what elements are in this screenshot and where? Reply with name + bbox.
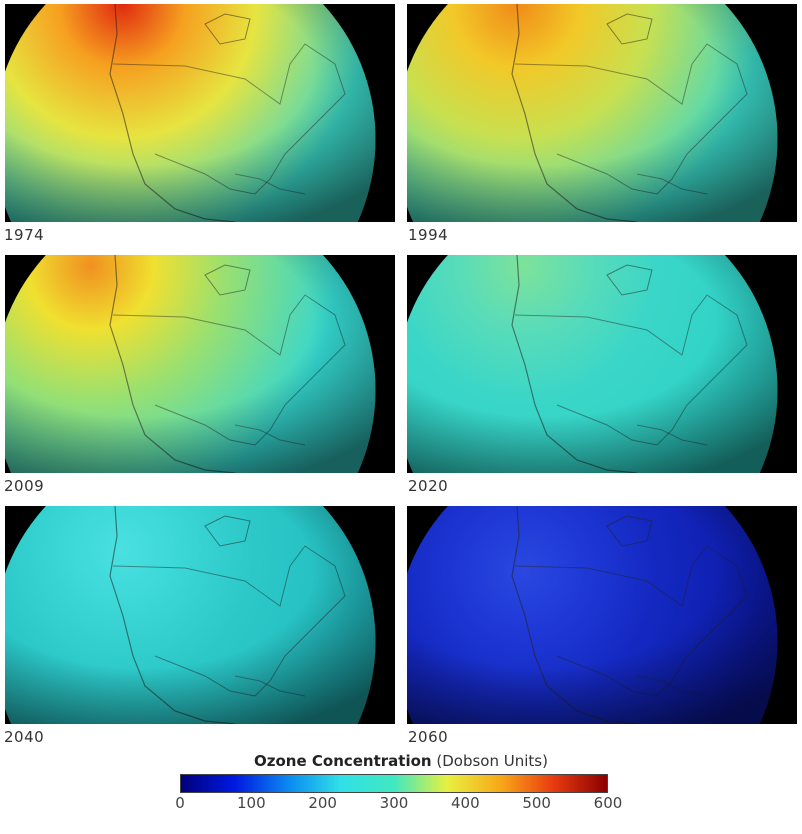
legend-title: Ozone Concentration (Dobson Units) xyxy=(0,752,802,770)
legend-tick-label: 100 xyxy=(237,794,266,812)
globe-panel-1974 xyxy=(5,4,395,222)
year-label: 2020 xyxy=(408,477,449,495)
year-label: 2040 xyxy=(4,728,45,746)
globe-panel-2040 xyxy=(5,506,395,724)
globe-panel-2020 xyxy=(407,255,797,473)
legend-title-unit: (Dobson Units) xyxy=(436,752,548,770)
legend-title-main: Ozone Concentration xyxy=(254,752,432,770)
globe-map xyxy=(407,506,797,724)
globe-panel-1994 xyxy=(407,4,797,222)
year-label: 2009 xyxy=(4,477,45,495)
year-label: 1974 xyxy=(4,226,45,244)
legend-tick-label: 300 xyxy=(379,794,409,812)
globe-panel-2009 xyxy=(5,255,395,473)
legend-tick-label: 400 xyxy=(451,794,480,812)
legend-tick-label: 200 xyxy=(308,794,337,812)
year-label: 1994 xyxy=(408,226,449,244)
globe-map xyxy=(5,255,395,473)
globe-panel-2060 xyxy=(407,506,797,724)
globe-map xyxy=(5,4,395,222)
globe-map xyxy=(407,255,797,473)
legend-tick-label: 600 xyxy=(593,794,623,812)
legend-tick-label: 500 xyxy=(522,794,551,812)
legend-color-bar xyxy=(180,774,608,793)
globe-map xyxy=(5,506,395,724)
globe-map xyxy=(407,4,797,222)
year-label: 2060 xyxy=(408,728,449,746)
legend-tick-label: 0 xyxy=(175,794,185,812)
